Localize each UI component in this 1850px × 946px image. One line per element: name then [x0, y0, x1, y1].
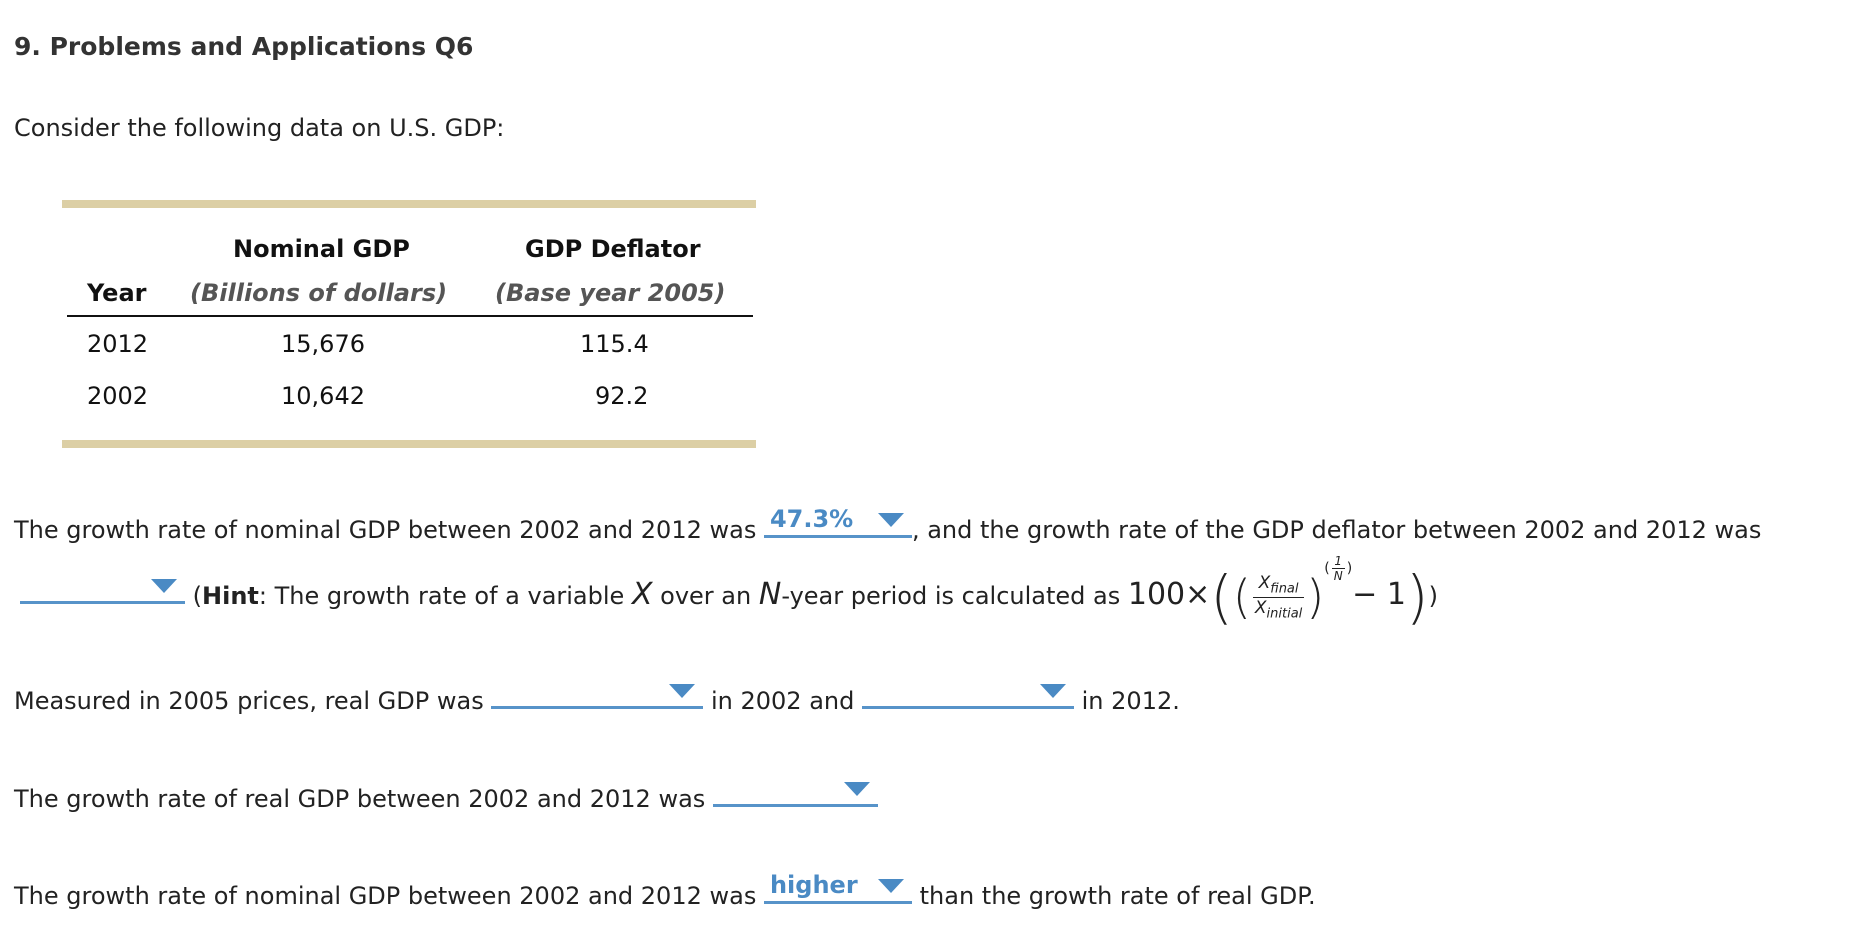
- real-gdp-growth-dropdown[interactable]: [712, 774, 878, 807]
- cell-year: 2002: [87, 382, 149, 410]
- dropdown-value: higher: [769, 871, 858, 899]
- formula-paren-close-inner: ): [1306, 570, 1325, 624]
- question-title: 9. Problems and Applications Q6: [14, 32, 474, 61]
- header-base-year: (Base year 2005): [495, 279, 726, 307]
- chevron-down-icon: [877, 879, 904, 893]
- q1-line2: (Hint: The growth rate of a variable X o…: [20, 554, 1438, 626]
- var-n: N: [758, 577, 782, 612]
- chevron-down-icon: [151, 579, 177, 593]
- dropdown-value: 47.3%: [769, 505, 854, 533]
- formula-exponent: (1 N): [1324, 554, 1353, 583]
- deflator-growth-dropdown[interactable]: [20, 571, 185, 604]
- q4-text-a: The growth rate of nominal GDP between 2…: [14, 882, 757, 910]
- header-gdp-deflator: GDP Deflator: [525, 235, 701, 263]
- q4-text-b: than the growth rate of real GDP.: [919, 882, 1316, 910]
- header-nominal-gdp: Nominal GDP: [233, 235, 410, 263]
- cell-deflator: 92.2: [595, 382, 649, 410]
- cell-nominal-gdp: 15,676: [281, 330, 365, 358]
- frac-num: X: [1258, 573, 1271, 594]
- formula-paren-open: (: [1210, 563, 1233, 631]
- hint-open-paren: (: [192, 582, 203, 610]
- q1-text-a: The growth rate of nominal GDP between 2…: [14, 516, 757, 544]
- q3-text-a: The growth rate of real GDP between 2002…: [14, 785, 706, 813]
- formula-paren-close: ): [1405, 563, 1429, 631]
- formula-minus-one: − 1: [1352, 577, 1406, 612]
- q2-text-c: in 2012.: [1081, 687, 1180, 715]
- var-x: X: [631, 577, 653, 612]
- q2-line: Measured in 2005 prices, real GDP was in…: [14, 676, 1180, 715]
- q2-text-a: Measured in 2005 prices, real GDP was: [14, 687, 484, 715]
- hint-text: : The growth rate of a variable: [258, 582, 625, 610]
- table-header-rule: [67, 315, 753, 317]
- exp-den: N: [1333, 569, 1343, 583]
- hint-label: Hint: [202, 582, 259, 610]
- frac-num-sub: final: [1270, 581, 1299, 597]
- chevron-down-icon: [1040, 684, 1066, 698]
- q4-line: The growth rate of nominal GDP between 2…: [14, 871, 1316, 910]
- header-year: Year: [87, 279, 147, 307]
- formula-coef: 100: [1127, 577, 1186, 612]
- formula-times: ×: [1185, 577, 1211, 612]
- header-billions: (Billions of dollars): [190, 279, 448, 307]
- q2-text-b: in 2002 and: [710, 687, 855, 715]
- q1-line1: The growth rate of nominal GDP between 2…: [14, 505, 1761, 544]
- formula-paren-open-inner: (: [1232, 570, 1251, 624]
- chevron-down-icon: [669, 684, 696, 698]
- formula-fraction: Xfinal Xinitial: [1252, 573, 1305, 621]
- chevron-down-icon: [843, 782, 870, 796]
- cell-nominal-gdp: 10,642: [281, 382, 365, 410]
- cell-deflator: 115.4: [580, 330, 649, 358]
- cell-year: 2012: [87, 330, 149, 358]
- nominal-growth-dropdown[interactable]: 47.3%: [763, 505, 912, 538]
- hint-close-paren: ): [1428, 582, 1438, 610]
- growth-formula: 100×((Xfinal Xinitial)(1 N)− 1): [1128, 554, 1429, 626]
- q1-text-b: , and the growth rate of the GDP deflato…: [911, 516, 1762, 544]
- chevron-down-icon: [877, 513, 904, 527]
- real-gdp-2012-dropdown[interactable]: [862, 676, 1074, 709]
- hint-text3: -year period is calculated as: [781, 582, 1121, 610]
- intro-text: Consider the following data on U.S. GDP:: [14, 114, 505, 142]
- q3-line: The growth rate of real GDP between 2002…: [14, 774, 878, 813]
- real-gdp-2002-dropdown[interactable]: [491, 676, 704, 709]
- table-bottom-bar: [62, 440, 756, 448]
- frac-den-sub: initial: [1266, 605, 1303, 621]
- exp-num: 1: [1331, 554, 1345, 569]
- table-top-bar: [62, 200, 756, 208]
- comparison-dropdown[interactable]: higher: [763, 871, 912, 904]
- hint-text2: over an: [660, 582, 752, 610]
- frac-den: X: [1254, 597, 1267, 618]
